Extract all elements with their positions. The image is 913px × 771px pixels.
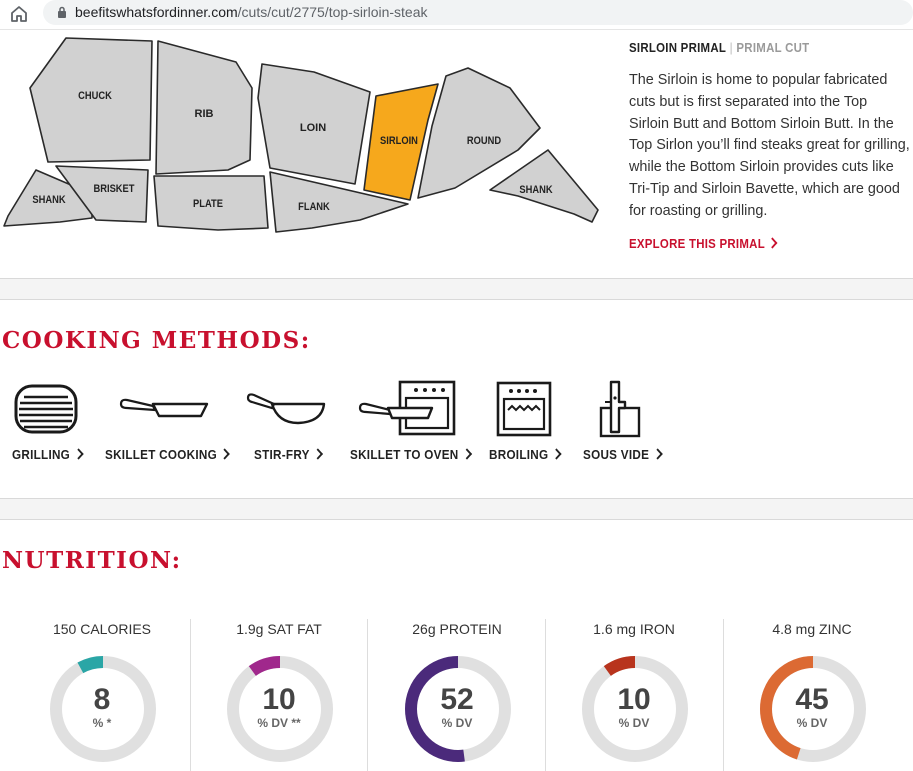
primal-plate[interactable] <box>153 175 269 231</box>
url-path: /cuts/cut/2775/top-sirloin-steak <box>237 4 428 20</box>
lock-icon <box>58 6 66 18</box>
shank-front-label: SHANK <box>32 194 66 206</box>
column-divider <box>190 619 191 771</box>
chevron-right-icon <box>767 237 777 249</box>
nutrient-donut <box>405 656 511 762</box>
method-label: STIR-FRY <box>254 447 323 462</box>
column-divider <box>545 619 546 771</box>
wok-icon <box>246 393 326 425</box>
nutrition-protein: 26g PROTEIN 52 % DV <box>368 619 546 769</box>
method-label: SKILLET TO OVEN <box>350 447 472 462</box>
skillet-icon <box>119 398 209 418</box>
donut-fill <box>227 656 333 762</box>
cooking-methods-heading: COOKING METHODS: <box>2 327 311 354</box>
nutrient-value: 10 <box>617 683 651 716</box>
nutrient-title: 1.6 mg IRON <box>593 621 675 637</box>
explore-primal-link[interactable]: EXPLORE THIS PRIMAL <box>629 236 777 251</box>
method-skillet-to-oven[interactable]: SKILLET TO OVEN <box>350 378 476 468</box>
primal-title: SIRLOIN PRIMAL | PRIMAL CUT <box>629 40 809 55</box>
nutrition-zinc: 4.8 mg ZINC 45 % DV <box>723 619 901 769</box>
method-sous-vide[interactable]: SOUS VIDE <box>583 378 667 468</box>
nutrient-unit: % DV <box>441 716 473 730</box>
method-label: SOUS VIDE <box>583 447 663 462</box>
plate-label: PLATE <box>193 198 223 210</box>
chevron-right-icon <box>219 448 231 460</box>
section-divider <box>0 498 913 520</box>
primal-chuck[interactable] <box>29 37 153 163</box>
nutrient-unit: % DV <box>618 716 650 730</box>
url-host: beefitswhatsfordinner.com <box>75 4 238 20</box>
skillet-oven-icon <box>358 380 456 436</box>
method-label: SKILLET COOKING <box>105 447 231 462</box>
nutrient-donut <box>582 656 688 762</box>
chevron-right-icon <box>312 448 323 460</box>
nutrient-donut <box>227 656 333 762</box>
nutrient-unit: % DV <box>796 716 828 730</box>
method-grilling[interactable]: GRILLING <box>12 378 96 468</box>
donut-fill <box>50 656 156 762</box>
nutrient-value: 45 <box>795 683 829 716</box>
nutrient-value: 52 <box>440 683 474 716</box>
title-separator: | <box>729 40 733 55</box>
nutrition-heading: NUTRITION: <box>2 547 182 574</box>
donut-fill <box>405 656 511 762</box>
nutrient-title: 1.9g SAT FAT <box>236 621 322 637</box>
section-divider <box>0 278 913 300</box>
grill-icon <box>14 384 78 434</box>
donut-fill <box>582 656 688 762</box>
chevron-right-icon <box>73 448 84 460</box>
explore-primal-label: EXPLORE THIS PRIMAL <box>629 236 765 251</box>
primal-sirloin[interactable] <box>363 83 439 201</box>
nutrient-donut <box>760 656 866 762</box>
chevron-right-icon <box>652 448 663 460</box>
nutrition-calories: 150 CALORIES 8 % * <box>13 619 191 769</box>
nutrition-sat-fat: 1.9g SAT FAT 10 % DV ** <box>190 619 368 769</box>
primal-rib[interactable] <box>155 40 253 175</box>
donut-fill <box>760 656 866 762</box>
broiler-icon <box>496 381 552 437</box>
method-label: GRILLING <box>12 447 84 462</box>
primal-shank-back[interactable] <box>489 149 599 223</box>
nutrient-title: 150 CALORIES <box>52 621 152 637</box>
column-divider <box>367 619 368 771</box>
flank-label: FLANK <box>298 201 330 213</box>
loin-label: LOIN <box>300 122 326 134</box>
method-label: BROILING <box>489 447 562 462</box>
nutrition-iron: 1.6 mg IRON 10 % DV <box>545 619 723 769</box>
brisket-label: BRISKET <box>94 183 136 195</box>
rib-label: RIB <box>195 108 214 120</box>
nutrient-value: 8 <box>93 683 111 716</box>
address-bar[interactable]: beefitswhatsfordinner.com/cuts/cut/2775/… <box>43 0 913 25</box>
sous-vide-icon <box>599 380 641 438</box>
column-divider <box>723 619 724 771</box>
primal-flank[interactable] <box>269 171 409 233</box>
url-text[interactable]: beefitswhatsfordinner.com/cuts/cut/2775/… <box>75 4 428 20</box>
sirloin-label: SIRLOIN <box>380 135 418 147</box>
nutrient-donut <box>50 656 156 762</box>
chevron-right-icon <box>461 448 472 460</box>
round-label: ROUND <box>467 135 501 147</box>
primal-cuts-map: CHUCK RIB LOIN SIRLOIN ROUND SHANK BRISK… <box>3 37 599 233</box>
primal-loin[interactable] <box>257 63 371 185</box>
method-broiling[interactable]: BROILING <box>489 378 569 468</box>
browser-toolbar: beefitswhatsfordinner.com/cuts/cut/2775/… <box>0 0 913 30</box>
primal-description: The Sirloin is home to popular fabricate… <box>629 72 910 219</box>
primal-round[interactable] <box>417 67 541 199</box>
chevron-right-icon <box>551 448 562 460</box>
nutrient-unit: % * <box>92 716 112 730</box>
chuck-label: CHUCK <box>78 90 112 102</box>
nutrient-value: 10 <box>262 683 296 716</box>
shank-back-label: SHANK <box>519 184 553 196</box>
home-icon[interactable] <box>8 3 30 25</box>
nutrient-unit: % DV ** <box>257 716 301 730</box>
nutrient-title: 4.8 mg ZINC <box>772 621 852 637</box>
method-stir-fry[interactable]: STIR-FRY <box>246 378 338 468</box>
nutrient-title: 26g PROTEIN <box>412 621 502 637</box>
primal-kind: PRIMAL CUT <box>736 40 810 55</box>
primal-name: SIRLOIN PRIMAL <box>629 40 727 55</box>
method-skillet-cooking[interactable]: SKILLET COOKING <box>105 378 235 468</box>
primal-brisket[interactable] <box>55 165 149 223</box>
